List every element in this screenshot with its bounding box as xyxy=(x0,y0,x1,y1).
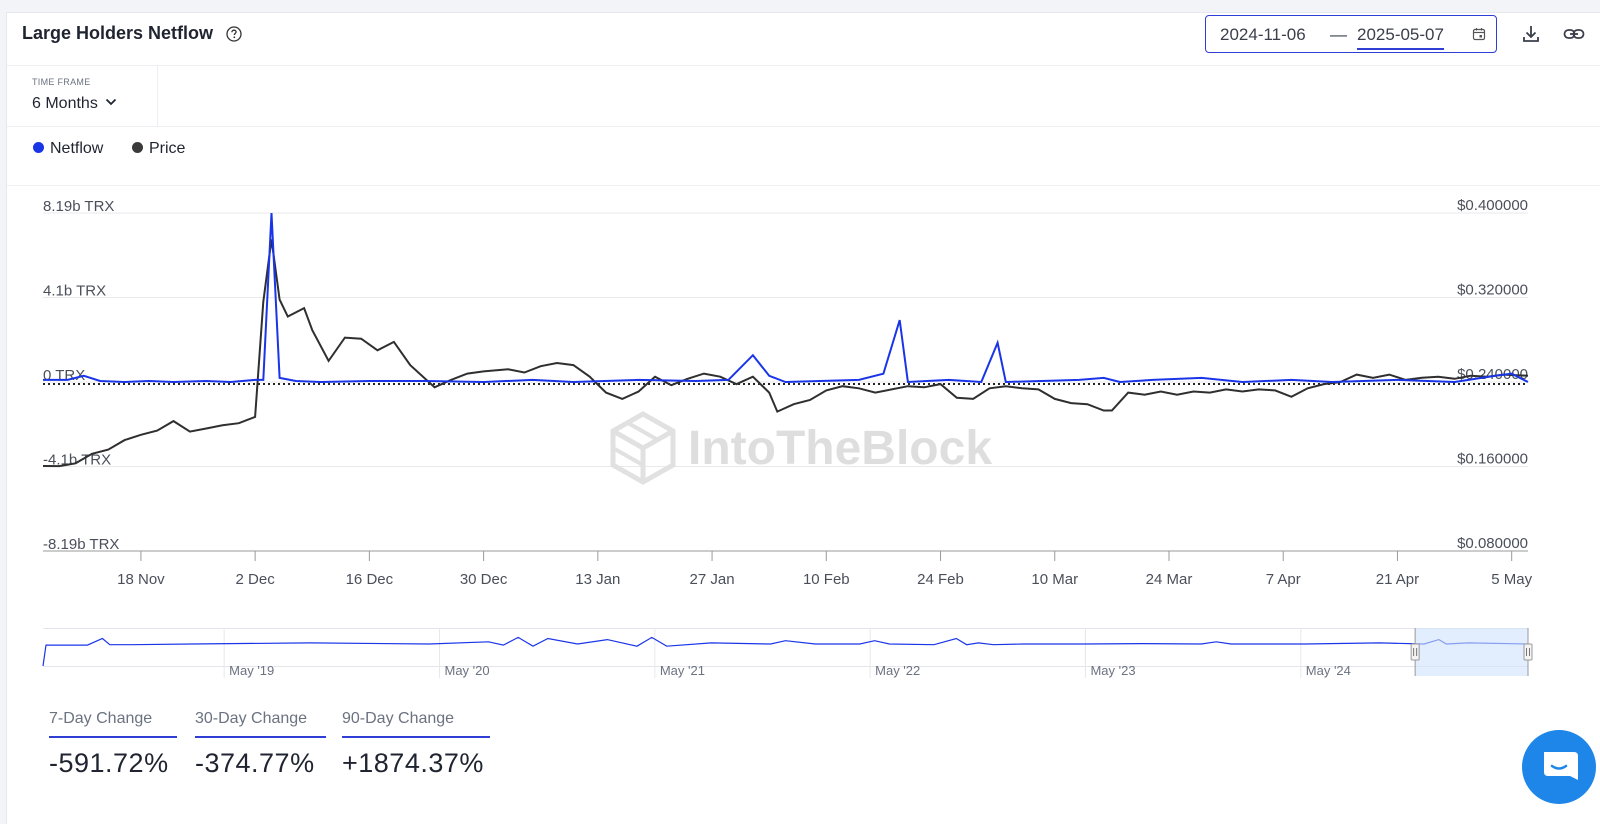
timeframe-label: TIME FRAME xyxy=(32,77,91,87)
x-tick-label: 16 Dec xyxy=(346,571,394,588)
navigator-labels: May '19 May '20 May '21 May '22 May '23 May '… xyxy=(223,628,1351,678)
watermark-cube-icon xyxy=(610,411,676,485)
legend-item-netflow[interactable]: Netflow xyxy=(33,140,103,158)
date-separator: — xyxy=(1330,25,1347,44)
divider xyxy=(7,185,1600,186)
y-right-tick-label: $0.400000 xyxy=(1457,197,1528,214)
timeframe-value: 6 Months xyxy=(32,95,98,112)
navigator-handle-right[interactable] xyxy=(1523,628,1533,676)
date-range-picker[interactable]: 2024-11-06 — 2025-05-07 xyxy=(1205,15,1497,53)
x-tick-label: 10 Mar xyxy=(1031,571,1078,588)
divider xyxy=(157,126,1600,127)
left-axis: 8.19b TRX 4.1b TRX 0 TRX -4.1b TRX -8.19b TR… xyxy=(43,198,119,553)
navigator-label: May '19 xyxy=(229,663,274,678)
price-series-line xyxy=(42,239,1529,468)
x-axis: 18 Nov 2 Dec 16 Dec 30 Dec 13 Jan 27 Jan 10 Fe… xyxy=(117,551,1533,588)
y-right-tick-label: $0.320000 xyxy=(1457,282,1528,299)
stat-label: 30-Day Change xyxy=(195,710,326,738)
x-tick-label: 24 Feb xyxy=(917,571,964,588)
y-left-tick-label: 8.19b TRX xyxy=(43,198,114,215)
netflow-series-line xyxy=(43,212,1529,384)
card-header: Large Holders Netflow 2024-11-06 — 2025-… xyxy=(7,13,1600,66)
navigator-label: May '21 xyxy=(660,663,705,678)
y-left-tick-label: -4.1b TRX xyxy=(43,452,111,469)
stat-label: 90-Day Change xyxy=(342,710,490,738)
navigator-label: May '24 xyxy=(1306,663,1351,678)
calendar-icon[interactable] xyxy=(1472,27,1486,41)
handle-grip-icon xyxy=(1523,643,1533,661)
y-left-tick-label: -8.19b TRX xyxy=(43,536,119,553)
stat-30-day[interactable]: 30-Day Change -374.77% xyxy=(195,710,326,779)
watermark-text: IntoTheBlock xyxy=(688,422,992,475)
legend-item-price[interactable]: Price xyxy=(132,140,185,158)
x-tick-label: 2 Dec xyxy=(236,571,276,588)
legend-label-price: Price xyxy=(149,140,186,157)
chevron-down-icon xyxy=(106,98,117,106)
date-start-input[interactable]: 2024-11-06 xyxy=(1220,25,1306,44)
y-right-tick-label: $0.160000 xyxy=(1457,451,1528,468)
link-icon[interactable] xyxy=(1563,24,1585,44)
x-tick-label: 24 Mar xyxy=(1146,571,1193,588)
navigator-handle-left[interactable] xyxy=(1410,628,1420,676)
handle-grip-icon xyxy=(1410,643,1420,661)
navigator-line xyxy=(42,636,1529,667)
netflow-card: Large Holders Netflow 2024-11-06 — 2025-… xyxy=(6,12,1600,824)
stat-value: +1874.37% xyxy=(342,748,484,778)
chat-button[interactable] xyxy=(1522,730,1596,804)
navigator-label: May '22 xyxy=(875,663,920,678)
netflow-chart[interactable]: IntoTheBlock 8.19b TRX 4.1b TRX 0 TRX -4.1b… xyxy=(0,190,1600,610)
watermark: IntoTheBlock xyxy=(610,411,992,485)
navigator-label: May '20 xyxy=(444,663,489,678)
stat-7-day[interactable]: 7-Day Change -591.72% xyxy=(49,710,177,779)
stat-90-day[interactable]: 90-Day Change +1874.37% xyxy=(342,710,490,779)
time-navigator[interactable]: May '19 May '20 May '21 May '22 May '23 May '… xyxy=(0,628,1600,684)
timeframe-dropdown[interactable]: 6 Months xyxy=(32,95,117,113)
stat-value: -374.77% xyxy=(195,748,315,778)
date-end-input[interactable]: 2025-05-07 xyxy=(1357,25,1444,50)
chat-icon xyxy=(1544,752,1578,780)
y-left-tick-label: 4.1b TRX xyxy=(43,283,106,300)
navigator-label: May '23 xyxy=(1090,663,1135,678)
download-icon[interactable] xyxy=(1521,24,1541,44)
x-tick-label: 21 Apr xyxy=(1376,571,1419,588)
x-tick-label: 30 Dec xyxy=(460,571,508,588)
x-tick-label: 5 May xyxy=(1491,571,1532,588)
x-tick-label: 18 Nov xyxy=(117,571,165,588)
timeframe-selector[interactable]: TIME FRAME 6 Months xyxy=(7,66,158,127)
help-icon[interactable] xyxy=(226,26,242,42)
x-tick-label: 27 Jan xyxy=(690,571,735,588)
stat-label: 7-Day Change xyxy=(49,710,177,738)
stat-value: -591.72% xyxy=(49,748,169,778)
x-tick-label: 7 Apr xyxy=(1266,571,1301,588)
netflow-dot-icon xyxy=(33,142,44,153)
x-tick-label: 10 Feb xyxy=(803,571,850,588)
navigator-background xyxy=(43,628,1528,667)
x-tick-label: 13 Jan xyxy=(575,571,620,588)
legend-label-netflow: Netflow xyxy=(50,140,104,157)
y-right-tick-label: $0.080000 xyxy=(1457,535,1528,552)
price-dot-icon xyxy=(132,142,143,153)
page-title: Large Holders Netflow xyxy=(22,23,214,43)
navigator-selection[interactable] xyxy=(1415,628,1528,676)
y-left-tick-label: 0 TRX xyxy=(43,367,85,384)
